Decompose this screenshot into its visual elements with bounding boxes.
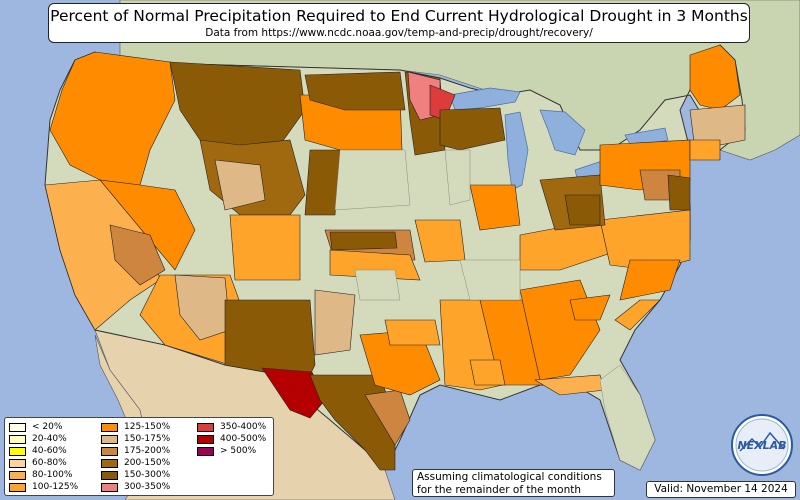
legend-item: > 500% — [197, 445, 277, 457]
legend-label: < 20% — [32, 422, 63, 432]
note-line-1: Assuming climatological conditions — [417, 471, 602, 483]
legend-swatch — [9, 458, 26, 468]
legend-label: 40-60% — [32, 446, 67, 456]
drought-regions — [44, 44, 746, 471]
legend-label: > 500% — [220, 446, 257, 456]
legend-label: 80-100% — [32, 470, 73, 480]
legend-item: 200-150% — [101, 457, 197, 469]
legend-item: < 20% — [9, 421, 101, 433]
legend-swatch — [9, 434, 26, 444]
legend-label: 60-80% — [32, 458, 67, 468]
legend-item: 100-125% — [9, 481, 101, 493]
legend-label: 150-300% — [124, 470, 171, 480]
legend-swatch — [101, 422, 118, 432]
legend-label: 350-400% — [220, 422, 267, 432]
legend-swatch — [197, 422, 214, 432]
legend-item: 400-500% — [197, 433, 277, 445]
legend-swatch — [101, 458, 118, 468]
legend-swatch — [101, 446, 118, 456]
legend: < 20% 20-40% 40-60% 60-80% 80-100% 100-125% 12… — [4, 417, 274, 496]
note-line-2: for the remainder of the month — [417, 483, 582, 496]
legend-item: 300-350% — [101, 481, 197, 493]
no-drought-areas — [334, 149, 656, 471]
legend-item: 150-300% — [101, 469, 197, 481]
legend-label: 400-500% — [220, 434, 267, 444]
legend-swatch — [9, 446, 26, 456]
legend-label: 100-125% — [32, 482, 79, 492]
map-subtitle: Data from https://www.ncdc.noaa.gov/temp… — [205, 27, 593, 39]
legend-swatch — [101, 470, 118, 480]
legend-swatch — [101, 482, 118, 492]
legend-swatch — [9, 422, 26, 432]
legend-item: 20-40% — [9, 433, 101, 445]
map-title: Percent of Normal Precipitation Required… — [50, 7, 748, 25]
valid-date: Valid: November 14 2024 — [646, 481, 796, 498]
assumption-note: Assuming climatological conditions for t… — [412, 469, 615, 497]
legend-label: 125-150% — [124, 422, 171, 432]
legend-item: 150-175% — [101, 433, 197, 445]
legend-swatch — [101, 434, 118, 444]
legend-swatch — [9, 482, 26, 492]
nexlab-logo: NEXLAB — [731, 414, 793, 476]
legend-label: 200-150% — [124, 458, 171, 468]
legend-item: 350-400% — [197, 421, 277, 433]
legend-swatch — [197, 434, 214, 444]
logo-text: NEXLAB — [737, 439, 786, 452]
legend-swatch — [197, 446, 214, 456]
legend-item: 175-200% — [101, 445, 197, 457]
legend-label: 150-175% — [124, 434, 171, 444]
legend-label: 300-350% — [124, 482, 171, 492]
legend-item: 40-60% — [9, 445, 101, 457]
legend-label: 20-40% — [32, 434, 67, 444]
legend-item: 60-80% — [9, 457, 101, 469]
legend-label: 175-200% — [124, 446, 171, 456]
title-box: Percent of Normal Precipitation Required… — [48, 3, 750, 43]
legend-item: 80-100% — [9, 469, 101, 481]
legend-swatch — [9, 470, 26, 480]
legend-item: 125-150% — [101, 421, 197, 433]
